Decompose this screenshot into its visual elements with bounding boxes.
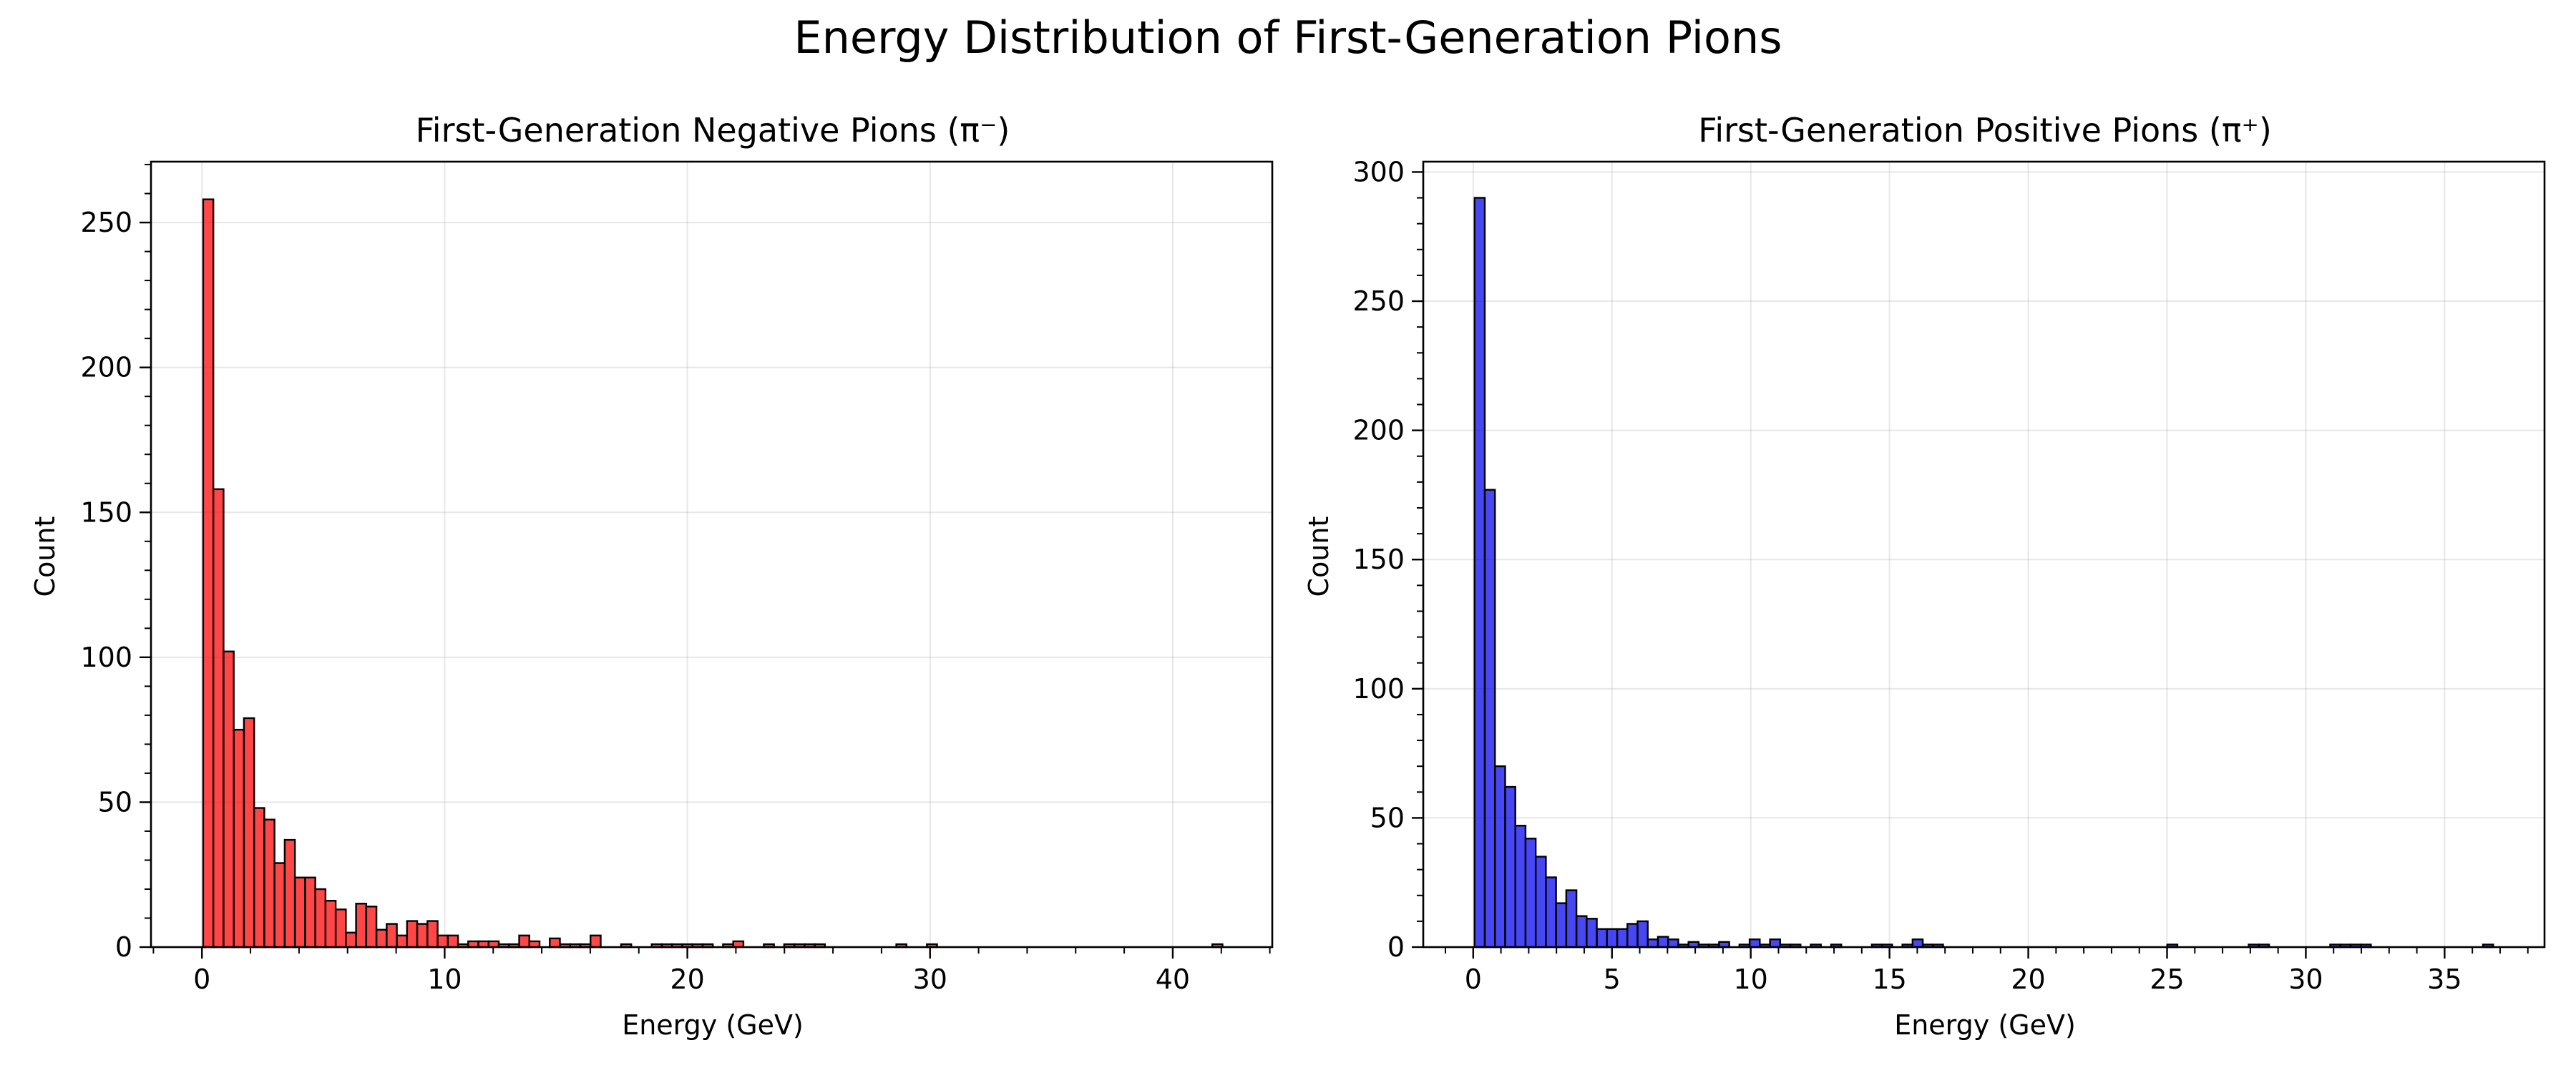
x-tick-label: 25 xyxy=(2150,964,2184,995)
x-axis-label: Energy (GeV) xyxy=(622,1009,804,1041)
axis-ticks: 0 5 10 15 20 25 30 35 0 50 100 150 200 250 300 xyxy=(1352,156,2529,995)
y-tick-label: 200 xyxy=(1352,415,1405,446)
histogram-bar xyxy=(1514,825,1527,949)
histogram-bar xyxy=(1596,928,1609,949)
histogram-bar xyxy=(365,906,378,949)
plot-frame xyxy=(150,160,1274,949)
histogram-bar xyxy=(1555,902,1568,949)
histogram-bar xyxy=(375,929,388,949)
histogram-bar xyxy=(243,717,255,949)
histogram-bar xyxy=(1534,856,1547,949)
histogram-bar xyxy=(304,876,316,949)
y-tick-label: 50 xyxy=(1370,802,1405,833)
histogram-bar xyxy=(314,888,327,949)
histogram-bar xyxy=(1504,785,1516,949)
chart-title: First-Generation Negative Pions (π⁻) xyxy=(416,111,1010,150)
histogram-bar xyxy=(1483,489,1496,949)
histogram-bar xyxy=(1636,920,1649,949)
histogram-bar xyxy=(1565,889,1578,949)
plot-frame xyxy=(1422,160,2546,949)
histogram-bar xyxy=(1606,928,1619,949)
histogram-bar xyxy=(1667,938,1679,949)
histogram-bar xyxy=(1657,936,1669,949)
histogram-bar xyxy=(447,934,459,949)
histogram-bar xyxy=(1473,197,1486,949)
x-tick-label: 0 xyxy=(1465,964,1482,995)
histogram-bar xyxy=(1586,918,1598,949)
chart-negative-pions: First-Generation Negative Pions (π⁻) Ene… xyxy=(29,111,1274,1041)
histogram-bar xyxy=(293,876,306,949)
histogram-bar xyxy=(1748,938,1761,949)
histogram-bar xyxy=(1494,765,1506,949)
y-tick-label: 250 xyxy=(1352,285,1405,317)
histogram-bar xyxy=(590,934,602,949)
x-tick-label: 0 xyxy=(193,964,210,995)
y-tick-label: 0 xyxy=(1387,931,1405,963)
histogram-bar xyxy=(406,920,419,949)
histogram-bar xyxy=(1646,938,1659,949)
histogram-bar xyxy=(283,838,296,949)
axis-ticks: 0 10 20 30 40 0 50 100 150 200 250 xyxy=(80,164,1271,995)
histogram-bar xyxy=(518,934,530,949)
histogram-bar xyxy=(263,818,275,949)
histogram-bar xyxy=(233,728,245,949)
histogram-bar xyxy=(1575,915,1588,949)
histogram-bar xyxy=(223,650,235,949)
y-tick-label: 150 xyxy=(1352,544,1405,575)
histogram-bar xyxy=(416,923,429,949)
y-axis-label: Count xyxy=(1303,516,1335,597)
x-tick-label: 30 xyxy=(913,964,947,995)
y-tick-label: 100 xyxy=(1352,673,1405,705)
histogram-bar xyxy=(396,934,409,949)
histogram-bar xyxy=(1524,838,1537,949)
y-tick-label: 300 xyxy=(1352,156,1405,187)
y-tick-label: 50 xyxy=(98,786,132,818)
histogram-bar xyxy=(1616,928,1629,949)
histogram-bar xyxy=(324,899,337,949)
histogram-bars xyxy=(1473,197,2494,949)
x-tick-label: 15 xyxy=(1872,964,1906,995)
x-axis-label: Energy (GeV) xyxy=(1894,1009,2076,1041)
y-tick-label: 200 xyxy=(80,352,132,383)
histogram-bar xyxy=(426,920,439,949)
y-tick-label: 0 xyxy=(115,931,132,963)
histogram-bar xyxy=(202,198,215,949)
x-tick-label: 5 xyxy=(1604,964,1621,995)
y-tick-label: 250 xyxy=(80,207,132,238)
x-tick-label: 35 xyxy=(2427,964,2462,995)
x-tick-label: 30 xyxy=(2288,964,2323,995)
histogram-bar xyxy=(1626,923,1639,949)
histogram-bar xyxy=(386,923,398,949)
y-axis-label: Count xyxy=(29,516,61,597)
x-tick-label: 40 xyxy=(1156,964,1190,995)
histogram-bar xyxy=(273,862,286,949)
histogram-bar xyxy=(1911,938,1924,949)
chart-positive-pions: First-Generation Positive Pions (π⁺) Ene… xyxy=(1303,111,2546,1041)
x-tick-label: 10 xyxy=(1734,964,1768,995)
y-tick-label: 150 xyxy=(80,496,132,528)
histogram-bar xyxy=(355,903,368,949)
figure-suptitle: Energy Distribution of First-Generation … xyxy=(794,11,1782,64)
histogram-bar xyxy=(1545,876,1557,949)
x-tick-label: 10 xyxy=(427,964,462,995)
histogram-bar xyxy=(549,937,561,949)
chart-title: First-Generation Positive Pions (π⁺) xyxy=(1698,111,2272,150)
histogram-bar xyxy=(1769,938,1782,949)
histogram-bar xyxy=(345,931,357,949)
histogram-bar xyxy=(436,934,449,949)
x-tick-label: 20 xyxy=(670,964,704,995)
histogram-bar xyxy=(212,488,225,949)
histogram-bar xyxy=(334,908,347,949)
y-tick-label: 100 xyxy=(80,642,132,673)
x-tick-label: 20 xyxy=(2011,964,2045,995)
histogram-bar xyxy=(253,807,265,949)
